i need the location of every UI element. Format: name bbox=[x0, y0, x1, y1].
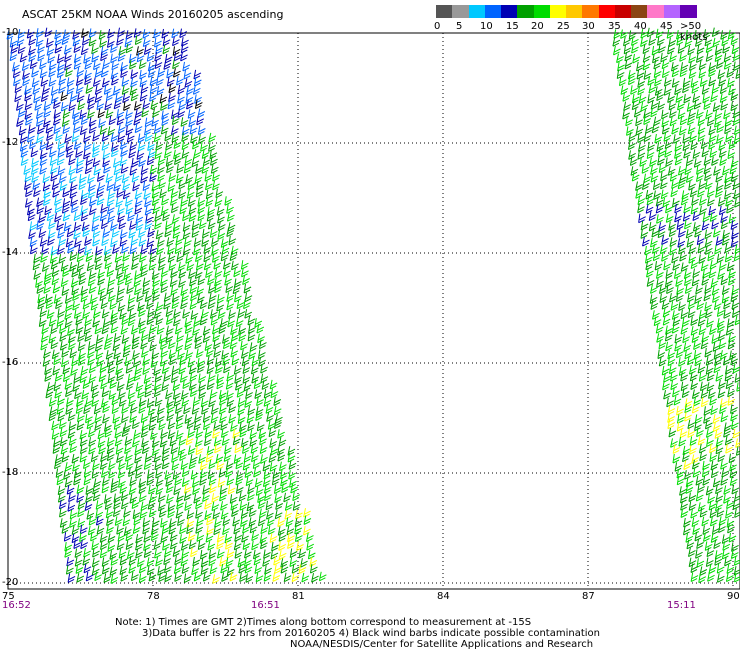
legend-swatch bbox=[436, 5, 453, 18]
map-title: ASCAT 25KM NOAA Winds 20160205 ascending bbox=[22, 8, 284, 21]
x-axis-label: 75 bbox=[2, 591, 15, 602]
wind-speed-legend: 0 5 10 15 20 25 30 35 40 45 >50 knots bbox=[434, 5, 707, 43]
y-axis-label: -12 bbox=[2, 137, 19, 148]
legend-tick-label: 0 bbox=[434, 21, 441, 32]
legend-tick-label: 30 bbox=[582, 21, 595, 32]
x-axis-label: 90 bbox=[727, 591, 740, 602]
legend-tick-label: 35 bbox=[608, 21, 621, 32]
legend-tick-label: 45 bbox=[660, 21, 673, 32]
legend-swatch bbox=[614, 5, 632, 18]
y-axis-label: -18 bbox=[2, 467, 19, 478]
pass-time-2: 16:51 bbox=[251, 600, 280, 611]
y-axis-label: -14 bbox=[2, 247, 19, 258]
legend-swatch bbox=[582, 5, 600, 18]
note-line-1: Note: 1) Times are GMT 2)Times along bot… bbox=[115, 617, 532, 628]
pass-time-3: 15:11 bbox=[667, 600, 696, 611]
legend-swatch bbox=[647, 5, 665, 18]
note-line-2: 3)Data buffer is 22 hrs from 20160205 4)… bbox=[142, 628, 600, 639]
legend-swatch bbox=[598, 5, 616, 18]
x-axis-label: 81 bbox=[292, 591, 305, 602]
legend-swatch bbox=[549, 5, 567, 18]
pass-time-1: 16:52 bbox=[2, 600, 31, 611]
legend-tick-label: 40 bbox=[634, 21, 647, 32]
note-line-3: NOAA/NESDIS/Center for Satellite Applica… bbox=[290, 639, 594, 650]
legend-tick-label: 20 bbox=[531, 21, 544, 32]
wind-barbs bbox=[6, 27, 740, 584]
legend-swatch bbox=[679, 5, 697, 18]
legend-swatch bbox=[566, 5, 583, 18]
legend-tick-label: 5 bbox=[456, 21, 463, 32]
x-axis-label: 87 bbox=[582, 591, 595, 602]
legend-swatch bbox=[631, 5, 648, 18]
legend-swatch bbox=[517, 5, 535, 18]
legend-tick-label: 10 bbox=[480, 21, 493, 32]
legend-swatch bbox=[484, 5, 502, 18]
legend-swatch bbox=[468, 5, 486, 18]
x-axis-label: 78 bbox=[147, 591, 160, 602]
map-frame bbox=[7, 32, 740, 590]
y-axis-label: -16 bbox=[2, 357, 19, 368]
legend-tick-label: 25 bbox=[557, 21, 570, 32]
y-axis-label: -20 bbox=[2, 577, 19, 588]
legend-swatch bbox=[501, 5, 518, 18]
legend-swatch bbox=[452, 5, 470, 18]
legend-swatch bbox=[533, 5, 551, 18]
legend-tick-label: >50 knots bbox=[680, 21, 708, 43]
x-axis-label: 84 bbox=[437, 591, 450, 602]
legend-swatch bbox=[663, 5, 681, 18]
y-axis-label: -10 bbox=[2, 27, 19, 38]
legend-tick-label: 15 bbox=[506, 21, 519, 32]
